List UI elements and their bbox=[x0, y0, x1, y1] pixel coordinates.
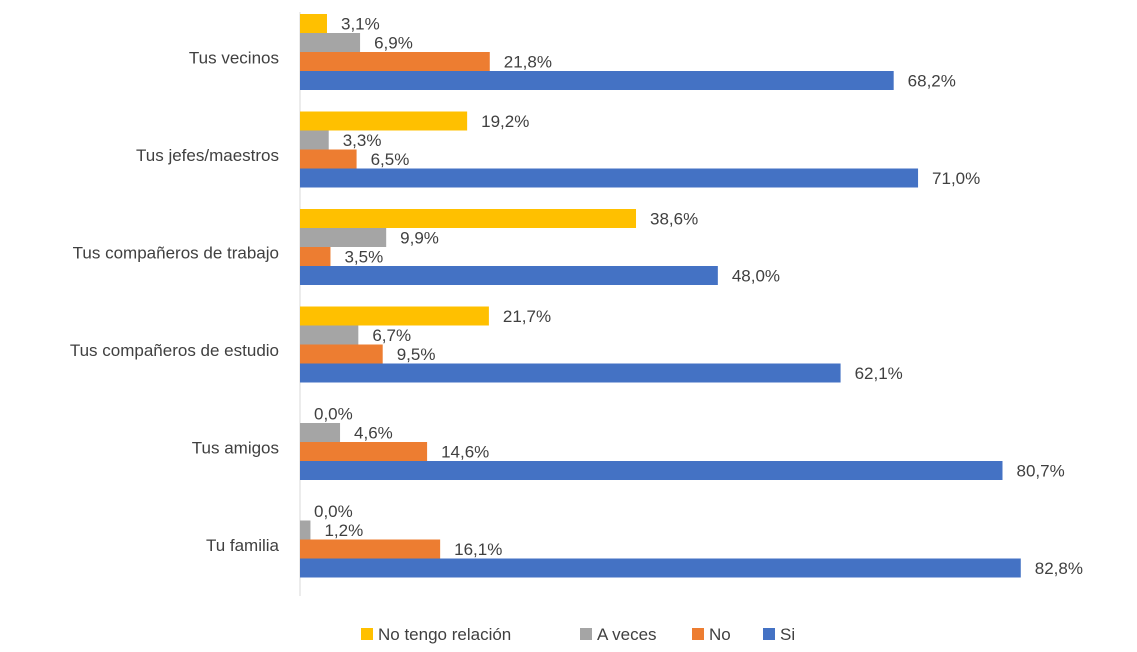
category-label: Tus vecinos bbox=[189, 48, 279, 67]
bar bbox=[300, 52, 490, 71]
legend-swatch bbox=[763, 628, 775, 640]
data-label: 6,5% bbox=[371, 150, 410, 169]
bar bbox=[300, 209, 637, 228]
bar bbox=[300, 168, 919, 188]
bar bbox=[300, 33, 361, 52]
legend-swatch bbox=[692, 628, 704, 640]
legend-label: No tengo relación bbox=[378, 625, 511, 644]
data-label: 82,8% bbox=[1035, 559, 1083, 578]
data-label: 3,3% bbox=[343, 131, 382, 150]
data-label: 68,2% bbox=[908, 72, 956, 91]
category-label: Tus jefes/maestros bbox=[136, 146, 279, 165]
data-label: 21,8% bbox=[504, 53, 552, 72]
data-label: 19,2% bbox=[481, 112, 529, 131]
bar bbox=[300, 228, 387, 247]
bar bbox=[300, 325, 359, 345]
data-label: 3,5% bbox=[344, 248, 383, 267]
data-label: 0,0% bbox=[314, 405, 353, 424]
data-label: 62,1% bbox=[855, 364, 903, 383]
data-label: 21,7% bbox=[503, 307, 551, 326]
data-label: 3,1% bbox=[341, 15, 380, 34]
bar bbox=[300, 111, 468, 131]
data-label: 38,6% bbox=[650, 210, 698, 229]
bar bbox=[300, 461, 1003, 480]
bar bbox=[300, 344, 383, 364]
bar bbox=[300, 266, 718, 285]
bar bbox=[300, 363, 841, 383]
bar bbox=[300, 520, 311, 540]
bar bbox=[300, 423, 341, 442]
bar bbox=[300, 149, 357, 169]
data-label: 6,9% bbox=[374, 34, 413, 53]
category-label: Tus amigos bbox=[192, 438, 279, 457]
bar bbox=[300, 306, 489, 326]
bar bbox=[300, 558, 1021, 578]
bar bbox=[300, 247, 331, 266]
data-label: 0,0% bbox=[314, 502, 353, 521]
data-label: 14,6% bbox=[441, 443, 489, 462]
legend-swatch bbox=[580, 628, 592, 640]
bar bbox=[300, 539, 441, 559]
data-label: 4,6% bbox=[354, 424, 393, 443]
data-label: 71,0% bbox=[932, 169, 980, 188]
data-label: 16,1% bbox=[454, 540, 502, 559]
legend-label: Si bbox=[780, 625, 795, 644]
bar bbox=[300, 442, 428, 461]
legend-label: A veces bbox=[597, 625, 657, 644]
category-label: Tu familia bbox=[206, 536, 280, 555]
legend-label: No bbox=[709, 625, 731, 644]
data-label: 6,7% bbox=[372, 326, 411, 345]
category-label: Tus compañeros de trabajo bbox=[73, 243, 279, 262]
legend-swatch bbox=[361, 628, 373, 640]
data-label: 80,7% bbox=[1016, 462, 1064, 481]
category-label: Tus compañeros de estudio bbox=[70, 341, 279, 360]
bar bbox=[300, 71, 894, 90]
data-label: 9,9% bbox=[400, 229, 439, 248]
data-label: 1,2% bbox=[324, 521, 363, 540]
data-label: 9,5% bbox=[397, 345, 436, 364]
data-label: 48,0% bbox=[732, 267, 780, 286]
bar bbox=[300, 130, 329, 150]
bar bbox=[300, 14, 327, 33]
